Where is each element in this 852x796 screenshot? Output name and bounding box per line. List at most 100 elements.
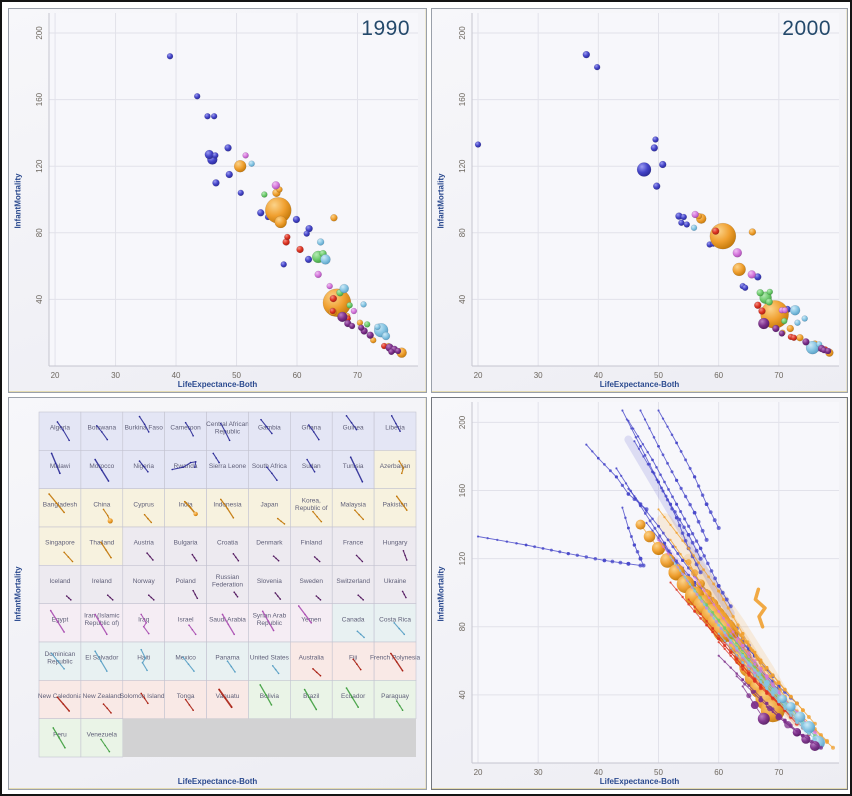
bubble-oceania[interactable] [329, 294, 338, 303]
trellis-cell-iceland[interactable]: Iceland [38, 565, 82, 604]
bubble-oceania[interactable] [754, 301, 762, 309]
trellis-cell-solomon-islands[interactable]: Solomon Islands [120, 680, 169, 719]
trajectory-oceania[interactable] [669, 581, 763, 691]
bubble-africa[interactable] [652, 136, 659, 143]
trellis-cell-cyprus[interactable]: Cyprus [122, 488, 165, 528]
trellis-cell-nigeria[interactable]: Nigeria [122, 450, 165, 489]
bubble-namerica[interactable] [360, 301, 367, 308]
bubble-africa[interactable] [237, 189, 244, 197]
bubble-namerica[interactable] [339, 283, 349, 294]
bubble-africa[interactable] [303, 230, 310, 237]
trellis-cell-mexico[interactable]: Mexico [164, 641, 207, 681]
trellis-cell-botswana[interactable]: Botswana [80, 411, 124, 451]
bubble-africa[interactable] [474, 141, 482, 148]
trellis-cell-india[interactable]: India [164, 488, 207, 528]
trellis-cell-bolivia[interactable]: Bolivia [248, 680, 291, 719]
trellis-cell-bulgaria[interactable]: Bulgaria [164, 526, 207, 566]
trellis-cell-canada[interactable]: Canada [331, 603, 375, 643]
trellis-cell-ireland[interactable]: Ireland [80, 565, 124, 604]
trellis-cell-japan[interactable]: Japan [248, 488, 291, 528]
trellis-cell-new-caledonia[interactable]: New Caledonia [38, 680, 82, 719]
bubble-africa[interactable] [650, 144, 658, 152]
bubble-africa[interactable] [593, 63, 601, 71]
bubble-asia[interactable] [370, 336, 377, 344]
trellis-cell-korea-republic-of[interactable]: Korea,Republic of [290, 488, 333, 528]
scatter-1990-canvas[interactable]: 20 30 40 50 60 70 40 80 120 160 200 [9, 9, 426, 392]
scatter-1990-svg[interactable]: 20 30 40 50 60 70 40 80 120 160 200 [9, 9, 426, 392]
trellis-cell-sudan[interactable]: Sudan [290, 450, 333, 489]
bubble-namerica[interactable] [248, 160, 255, 167]
bubble-mideast[interactable] [326, 282, 333, 290]
trellis-cell-bangladesh[interactable]: Bangladesh [38, 488, 82, 528]
trellis-cell-costa-rica[interactable]: Costa Rica [373, 603, 417, 643]
trellis-cell-china[interactable]: China [80, 488, 124, 528]
bubble-samerica[interactable] [756, 289, 764, 297]
trellis-cell-austria[interactable]: Austria [122, 526, 165, 566]
bubble-mideast[interactable] [781, 307, 789, 314]
bubble-africa[interactable] [653, 182, 661, 190]
trajectory-canvas[interactable]: 20 30 40 50 60 70 40 80 120 160 200 [432, 398, 847, 789]
bubble-africa[interactable] [659, 160, 667, 169]
bubble-namerica[interactable] [316, 238, 325, 246]
trellis-cell-malawi[interactable]: Malawi [38, 450, 82, 489]
trajectory-europe[interactable] [741, 685, 770, 725]
bubble-mideast[interactable] [314, 270, 322, 279]
bubble-africa[interactable] [304, 255, 313, 264]
bubble-asia[interactable] [233, 159, 247, 173]
trellis-cell-france[interactable]: France [331, 526, 375, 566]
bubble-asia[interactable] [330, 214, 338, 222]
trellis-cell-tonga[interactable]: Tonga [164, 680, 207, 719]
bubble-africa[interactable] [678, 219, 685, 227]
bubble-oceania[interactable] [790, 334, 798, 341]
bubble-samerica[interactable] [766, 288, 774, 296]
trellis-cell-sweden[interactable]: Sweden [290, 565, 333, 604]
trellis-cell-norway[interactable]: Norway [122, 565, 165, 604]
trellis-cell-panama[interactable]: Panama [206, 641, 249, 681]
bubble-africa[interactable] [680, 213, 687, 221]
trellis-cell-el-salvador[interactable]: El Salvador [80, 641, 124, 681]
bubble-africa[interactable] [582, 50, 591, 59]
bubble-europe[interactable] [802, 338, 810, 346]
trellis-cell-vanuatu[interactable]: Vanuatu [206, 680, 249, 719]
trajectory-africa[interactable] [624, 435, 735, 618]
trellis-cell-venezuela[interactable]: Venezuela [80, 718, 124, 758]
trellis-cell-ghana[interactable]: Ghana [290, 411, 333, 451]
bubble-europe[interactable] [394, 347, 402, 355]
bubble-namerica[interactable] [381, 331, 391, 341]
bubble-asia[interactable] [786, 324, 794, 333]
trellis-cell-united-states[interactable]: United States [248, 641, 291, 681]
trellis-cell-brazil[interactable]: Brazil [290, 680, 333, 719]
bubble-oceania[interactable] [758, 307, 766, 315]
bubble-asia[interactable] [748, 228, 757, 236]
bubble-africa[interactable] [212, 152, 219, 159]
bubble-asia[interactable] [796, 333, 804, 342]
trellis-cell-paraguay[interactable]: Paraguay [373, 680, 417, 719]
trajectory-africa[interactable] [627, 419, 733, 609]
bubble-africa[interactable] [636, 162, 652, 177]
bubble-oceania[interactable] [329, 307, 336, 315]
bubble-mideast[interactable] [747, 270, 756, 279]
bubble-africa[interactable] [212, 179, 220, 187]
bubble-oceania[interactable] [284, 233, 291, 241]
trellis-cell-burkina-faso[interactable]: Burkina Faso [122, 411, 165, 451]
trajectory-svg[interactable]: 20 30 40 50 60 70 40 80 120 160 200 [432, 398, 847, 789]
bubble-samerica[interactable] [261, 191, 268, 198]
trajectory-asia[interactable] [717, 606, 817, 726]
bubble-namerica[interactable] [789, 305, 801, 316]
bubble-europe[interactable] [348, 322, 356, 330]
trellis-cell-iraq[interactable]: Iraq [122, 603, 165, 643]
bubble-europe[interactable] [772, 324, 780, 333]
trellis-cell-fiji[interactable]: Fiji [331, 641, 375, 681]
bubble-europe[interactable] [366, 331, 374, 339]
bubble-samerica[interactable] [781, 317, 788, 325]
series-africa[interactable] [166, 53, 313, 268]
trellis-cell-french-polynesia[interactable]: French Polynesia [370, 641, 421, 681]
trellis-cell-azerbaijan[interactable]: Azerbaijan [373, 450, 417, 489]
bubble-europe[interactable] [758, 317, 770, 330]
trellis-cell-tunisia[interactable]: Tunisia [331, 450, 375, 489]
bubble-mideast[interactable] [691, 210, 699, 219]
bubble-europe[interactable] [824, 347, 832, 355]
